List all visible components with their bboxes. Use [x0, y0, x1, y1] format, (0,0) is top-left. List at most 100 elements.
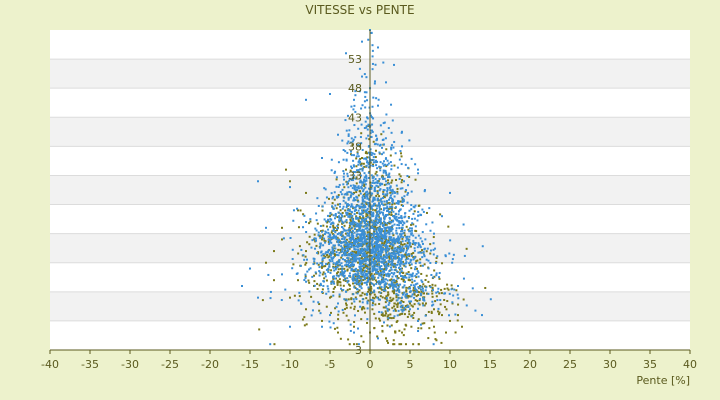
data-point: [355, 195, 358, 198]
data-point: [362, 235, 365, 238]
data-point: [297, 252, 300, 255]
data-point: [389, 252, 392, 255]
data-point: [363, 307, 366, 310]
data-point: [386, 159, 389, 162]
data-point: [378, 250, 381, 253]
data-point: [365, 174, 368, 177]
data-point: [324, 272, 327, 275]
data-point: [357, 194, 360, 197]
data-point: [365, 177, 368, 180]
data-point: [388, 253, 391, 256]
data-point: [355, 217, 358, 220]
data-point: [407, 287, 410, 290]
data-point: [348, 229, 351, 232]
data-point: [401, 199, 404, 202]
data-point: [357, 169, 360, 172]
data-point: [305, 230, 308, 233]
data-point: [371, 244, 374, 247]
data-point: [335, 253, 338, 256]
data-point: [367, 263, 370, 266]
data-point: [338, 263, 341, 266]
data-point: [376, 137, 379, 140]
data-point: [384, 169, 387, 172]
data-point: [421, 256, 424, 259]
data-point: [370, 287, 373, 290]
data-point: [412, 212, 415, 215]
data-point: [349, 253, 352, 256]
data-point: [387, 209, 390, 212]
data-point: [362, 266, 365, 269]
data-point: [444, 305, 447, 308]
data-point: [360, 287, 363, 290]
data-point: [360, 277, 363, 280]
data-point: [397, 216, 400, 219]
data-point: [379, 287, 382, 290]
data-point: [346, 142, 349, 145]
data-point: [389, 279, 392, 282]
data-point: [371, 302, 374, 305]
data-point: [373, 273, 376, 276]
data-point: [363, 180, 366, 183]
data-point: [383, 260, 386, 263]
data-point: [389, 161, 392, 164]
data-point: [397, 257, 400, 260]
data-point: [413, 268, 416, 271]
data-point: [328, 240, 331, 243]
data-point: [471, 287, 474, 290]
data-point: [399, 267, 402, 270]
data-point: [396, 283, 399, 286]
data-point: [386, 279, 389, 282]
data-point: [373, 250, 376, 253]
data-point: [387, 259, 390, 262]
data-point: [391, 263, 394, 266]
data-point: [367, 204, 370, 207]
data-point: [325, 279, 328, 282]
data-point: [356, 186, 359, 189]
data-point: [365, 254, 368, 257]
data-point: [407, 247, 410, 250]
data-point: [377, 215, 380, 218]
data-point: [381, 258, 384, 261]
data-point: [333, 254, 336, 257]
data-point: [350, 264, 353, 267]
data-point: [320, 235, 323, 238]
data-point: [360, 242, 363, 245]
data-point: [410, 233, 413, 236]
data-point: [322, 265, 325, 268]
data-point: [368, 202, 371, 205]
data-point: [415, 267, 418, 270]
data-point: [377, 203, 380, 206]
data-point: [346, 213, 349, 216]
data-point: [339, 209, 342, 212]
data-point: [419, 261, 422, 264]
data-point: [330, 280, 333, 283]
data-point: [330, 251, 333, 254]
data-point: [382, 143, 385, 146]
data-point: [354, 90, 357, 93]
data-point: [366, 161, 369, 164]
data-point: [403, 284, 406, 287]
data-point: [403, 264, 406, 267]
data-point: [301, 318, 304, 321]
data-point: [298, 295, 301, 298]
data-point: [389, 191, 392, 194]
data-point: [347, 263, 350, 266]
data-point: [448, 292, 451, 295]
data-point: [425, 274, 428, 277]
data-point: [376, 192, 379, 195]
data-point: [417, 242, 420, 245]
data-point: [423, 247, 426, 250]
data-point: [356, 292, 359, 295]
data-point: [329, 218, 332, 221]
data-point: [375, 221, 378, 224]
data-point: [346, 175, 349, 178]
data-point: [357, 223, 360, 226]
data-point: [327, 256, 330, 259]
data-point: [337, 243, 340, 246]
data-point: [403, 243, 406, 246]
data-point: [374, 279, 377, 282]
data-point: [366, 251, 369, 254]
x-tick-label: -15: [241, 358, 259, 371]
data-point: [389, 227, 392, 230]
data-point: [321, 209, 324, 212]
